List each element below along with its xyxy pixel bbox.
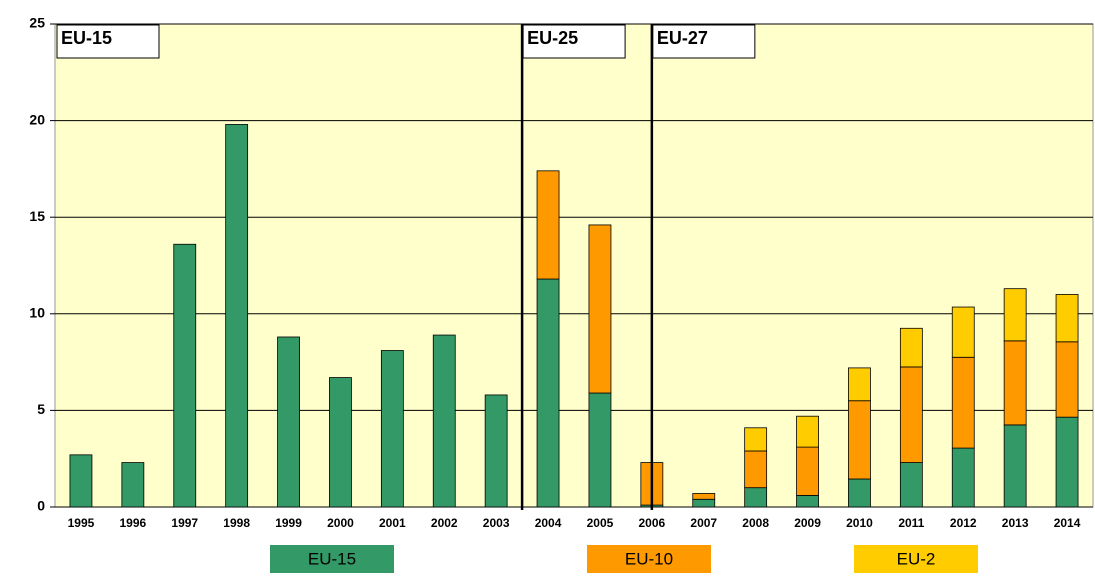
y-tick-label: 20 (29, 111, 45, 127)
x-tick-label: 1999 (275, 516, 302, 530)
x-tick-label: 1995 (68, 516, 95, 530)
bar-segment (848, 367, 871, 402)
bar-segment (1055, 294, 1079, 343)
x-tick-label: 2011 (898, 516, 924, 530)
legend-swatch (587, 545, 711, 573)
bar-segment (173, 243, 197, 508)
x-tick-label: 2004 (535, 516, 562, 530)
x-tick-label: 1997 (171, 516, 198, 530)
x-tick-label: 2012 (950, 516, 977, 530)
bar-segment (588, 224, 612, 394)
bar-segment (1003, 340, 1027, 426)
legend-label: EU-10 (625, 549, 673, 568)
bar-segment (1055, 416, 1079, 508)
legend-label: EU-2 (897, 549, 936, 568)
bar-segment (951, 356, 975, 449)
y-tick-label: 15 (29, 208, 45, 224)
bar-segment (121, 462, 145, 508)
y-tick-label: 10 (29, 305, 45, 321)
x-tick-label: 2000 (327, 516, 354, 530)
bar-segment (692, 493, 716, 500)
annotation: EU-27 (657, 28, 708, 48)
x-tick-label: 1996 (119, 516, 146, 530)
x-tick-label: 2009 (794, 516, 821, 530)
y-tick-label: 5 (37, 401, 45, 417)
bar-segment (692, 498, 716, 508)
plot-area (54, 23, 1094, 508)
bar-segment (588, 392, 612, 508)
bar-segment (277, 336, 300, 508)
bar-segment (848, 400, 871, 480)
x-tick-label: 2005 (587, 516, 614, 530)
bar-segment (536, 278, 560, 508)
x-tick-label: 2003 (483, 516, 510, 530)
bar-segment (484, 394, 508, 508)
legend-swatch (854, 545, 978, 573)
bar-segment (899, 366, 923, 463)
bar-segment (899, 462, 923, 508)
y-tick-label: 0 (37, 498, 45, 514)
annotation-box (652, 24, 756, 59)
bar-segment (69, 454, 93, 508)
legend-swatch (270, 545, 394, 573)
bar-segment (1055, 341, 1079, 418)
x-tick-label: 2007 (690, 516, 717, 530)
bar-segment (1003, 424, 1027, 508)
bar-segment (744, 427, 768, 452)
bar-segment (380, 350, 404, 508)
bar-segment (796, 446, 819, 496)
x-tick-label: 2001 (379, 516, 406, 530)
bar-segment (796, 495, 819, 508)
x-tick-label: 2008 (742, 516, 769, 530)
x-tick-label: 2002 (431, 516, 458, 530)
annotation-box (522, 24, 626, 59)
bar-segment (536, 170, 560, 280)
x-tick-label: 2014 (1054, 516, 1081, 530)
bar-segment (1003, 288, 1027, 342)
x-tick-label: 2010 (846, 516, 873, 530)
bar-segment (744, 450, 768, 489)
x-tick-label: 1998 (223, 516, 250, 530)
bar-segment (329, 377, 352, 508)
bar-segment (951, 447, 975, 508)
y-tick-label: 25 (29, 15, 45, 31)
bar-segment (951, 306, 975, 358)
x-tick-label: 2006 (638, 516, 665, 530)
annotation: EU-15 (61, 28, 112, 48)
bar-segment (796, 415, 819, 448)
bar-segment (744, 487, 768, 508)
annotation: EU-25 (527, 28, 578, 48)
bar-segment (225, 124, 249, 508)
annotation-box (56, 24, 160, 59)
x-tick-label: 2013 (1002, 516, 1029, 530)
bar-segment (899, 327, 923, 368)
bar-segment (432, 334, 456, 508)
bar-segment (848, 478, 871, 508)
legend-label: EU-15 (308, 549, 356, 568)
